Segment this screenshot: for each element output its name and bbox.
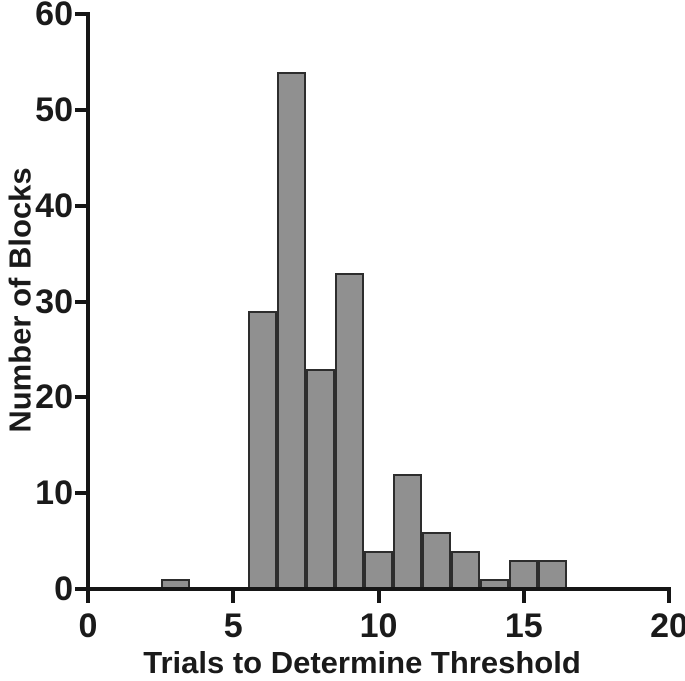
histogram-bar xyxy=(451,550,481,589)
y-tick-label: 30 xyxy=(35,282,73,321)
x-axis-tick xyxy=(231,591,236,603)
y-axis-tick xyxy=(75,395,87,400)
x-tick-label: 5 xyxy=(223,607,243,645)
y-axis-title: Number of Blocks xyxy=(2,167,38,433)
y-tick-label: 60 xyxy=(35,0,73,33)
y-axis-tick xyxy=(75,587,87,591)
x-tick-label: 20 xyxy=(650,607,685,645)
y-tick-label: 40 xyxy=(35,186,73,225)
x-tick-label: 0 xyxy=(78,607,98,645)
x-tick-label: 15 xyxy=(504,607,543,645)
y-tick-label: 10 xyxy=(35,474,73,513)
y-axis-tick xyxy=(75,203,87,208)
histogram-bar xyxy=(276,71,306,589)
histogram-bar xyxy=(334,272,364,589)
histogram-bar xyxy=(509,560,539,589)
x-axis-tick xyxy=(521,591,526,603)
x-axis-tick xyxy=(376,591,381,603)
histogram-bar xyxy=(393,474,423,589)
y-axis-tick xyxy=(75,491,87,496)
y-axis-tick xyxy=(75,299,87,304)
x-axis-title: Trials to Determine Threshold xyxy=(143,645,581,680)
x-tick-label: 10 xyxy=(359,607,398,645)
y-tick-label: 50 xyxy=(35,90,73,129)
histogram-bar xyxy=(422,531,452,589)
x-axis-line xyxy=(86,587,671,591)
histogram-bar xyxy=(247,311,277,589)
y-tick-label: 20 xyxy=(35,378,73,417)
y-axis-tick xyxy=(75,107,87,112)
y-axis-line xyxy=(86,12,90,593)
x-axis-tick xyxy=(86,591,90,603)
histogram-bar xyxy=(305,368,335,589)
x-axis-tick xyxy=(667,591,671,603)
y-axis-tick xyxy=(75,12,87,16)
histogram-bar xyxy=(538,560,568,589)
histogram-bar xyxy=(363,550,394,589)
y-tick-label: 0 xyxy=(54,570,73,608)
